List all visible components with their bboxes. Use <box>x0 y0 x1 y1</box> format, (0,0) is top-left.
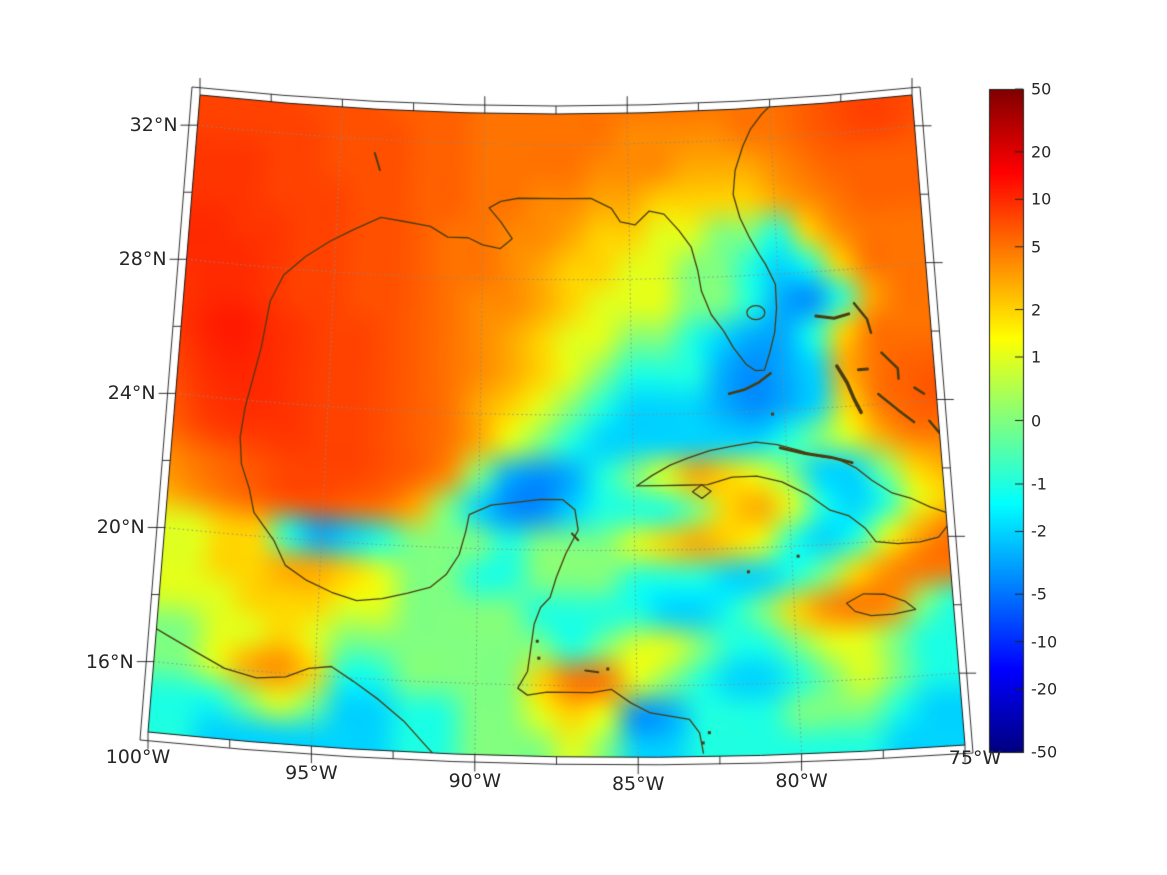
lon-tick-label: 80°W <box>775 769 828 792</box>
lat-tick-label: 20°N <box>96 516 145 539</box>
lat-tick-label: 24°N <box>107 382 156 405</box>
colorbar-tick-label: 20 <box>1031 142 1052 162</box>
colorbar-tick-label: -20 <box>1031 679 1058 699</box>
colorbar-tick-label: -5 <box>1031 584 1047 604</box>
colorbar-tick-label: 50 <box>1031 79 1052 99</box>
colorbar-tick-label: -2 <box>1031 521 1047 541</box>
colorbar-tick-label: -10 <box>1031 632 1058 652</box>
lon-tick-label: 90°W <box>448 770 502 793</box>
lon-tick-label: 75°W <box>948 747 1002 769</box>
colorbar-tick-label: 0 <box>1031 411 1042 430</box>
lat-tick-label: 32°N <box>129 114 178 137</box>
lon-tick-label: 85°W <box>611 773 665 796</box>
colorbar-tick-label: 2 <box>1031 300 1042 320</box>
lat-tick-label: 16°N <box>85 650 134 673</box>
colorbar-tick-label: 10 <box>1031 189 1052 209</box>
colorbar-tick-label: -50 <box>1031 742 1058 762</box>
colorbar-tick-label: 5 <box>1031 237 1042 257</box>
colorbar-tick-label: 1 <box>1031 347 1042 367</box>
colorbar-tick-label: -1 <box>1031 474 1047 494</box>
lon-tick-label: 100°W <box>105 746 171 768</box>
lat-tick-label: 28°N <box>118 248 167 271</box>
lon-tick-label: 95°W <box>285 762 338 785</box>
